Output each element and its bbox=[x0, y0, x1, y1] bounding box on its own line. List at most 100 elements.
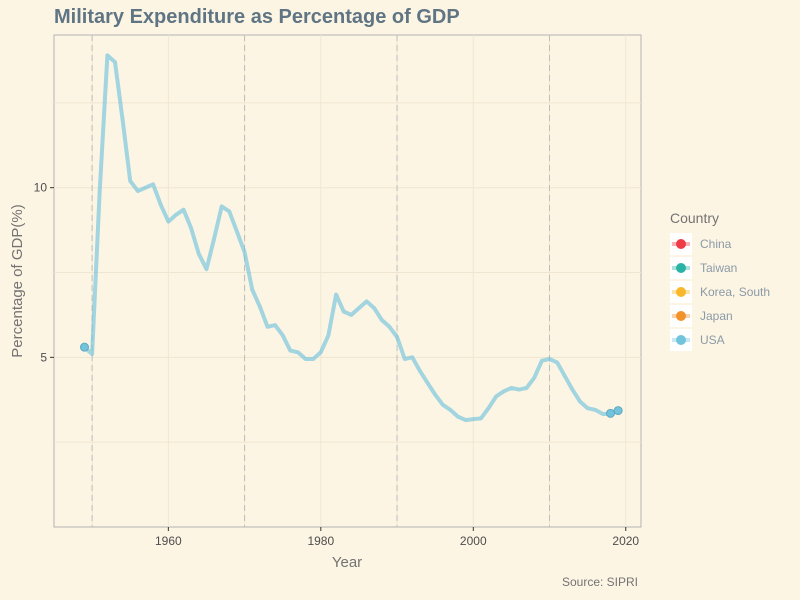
y-tick-label: 5 bbox=[40, 350, 47, 364]
data-point bbox=[448, 408, 452, 412]
data-point bbox=[471, 417, 475, 421]
data-point bbox=[273, 323, 277, 327]
legend-point-swatch bbox=[676, 263, 686, 273]
data-point bbox=[593, 408, 597, 412]
data-point bbox=[380, 318, 384, 322]
x-tick-label: 1960 bbox=[155, 534, 182, 548]
legend-point-swatch bbox=[676, 335, 686, 345]
x-tick-label: 1980 bbox=[307, 534, 334, 548]
legend-item: China bbox=[662, 232, 770, 256]
data-point bbox=[517, 388, 521, 392]
data-point bbox=[204, 267, 208, 271]
legend-key bbox=[670, 233, 692, 255]
data-point bbox=[243, 250, 247, 254]
legend-label: China bbox=[700, 237, 732, 251]
data-point bbox=[487, 406, 491, 410]
data-point bbox=[197, 252, 201, 256]
data-point bbox=[563, 374, 567, 378]
data-point bbox=[548, 357, 552, 361]
data-point bbox=[532, 376, 536, 380]
legend-label: Taiwan bbox=[700, 261, 738, 275]
data-point bbox=[98, 189, 102, 193]
data-point bbox=[326, 333, 330, 337]
data-point bbox=[372, 306, 376, 310]
data-point bbox=[426, 381, 430, 385]
data-point bbox=[212, 237, 216, 241]
data-point bbox=[128, 179, 132, 183]
data-point bbox=[311, 357, 315, 361]
data-point bbox=[349, 313, 353, 317]
data-point bbox=[90, 352, 94, 356]
data-point bbox=[555, 360, 559, 364]
data-point bbox=[418, 369, 422, 373]
data-point bbox=[365, 299, 369, 303]
data-point bbox=[570, 388, 574, 392]
data-point bbox=[159, 203, 163, 207]
x-tick-label: 2000 bbox=[460, 534, 487, 548]
data-point bbox=[387, 325, 391, 329]
data-point bbox=[456, 415, 460, 419]
data-point bbox=[342, 310, 346, 314]
data-point bbox=[113, 60, 117, 64]
data-point bbox=[525, 386, 529, 390]
data-point bbox=[250, 287, 254, 291]
data-point bbox=[166, 220, 170, 224]
data-point bbox=[189, 226, 193, 230]
data-point bbox=[509, 386, 513, 390]
legend: Country China Taiwan Korea, South Japan USA bbox=[662, 210, 770, 352]
chart-title: Military Expenditure as Percentage of GD… bbox=[54, 6, 460, 28]
data-point bbox=[258, 304, 262, 308]
legend-point-swatch bbox=[676, 239, 686, 249]
data-point bbox=[151, 182, 155, 186]
data-point bbox=[182, 208, 186, 212]
data-point bbox=[441, 403, 445, 407]
y-axis-label: Percentage of GDP(%) bbox=[9, 204, 26, 357]
legend-point-swatch bbox=[676, 287, 686, 297]
source-caption: Source: SIPRI bbox=[561, 575, 638, 589]
data-point bbox=[494, 394, 498, 398]
axes: 1960 1980 2000 2020 5 10 bbox=[34, 181, 640, 548]
data-point bbox=[586, 406, 590, 410]
data-point bbox=[357, 306, 361, 310]
legend-item: Taiwan bbox=[662, 256, 770, 280]
data-point bbox=[136, 189, 140, 193]
data-point bbox=[395, 335, 399, 339]
dashed-reference-lines bbox=[91, 35, 551, 527]
data-point bbox=[174, 213, 178, 217]
legend-point-swatch bbox=[676, 311, 686, 321]
end-point-marker bbox=[606, 408, 616, 418]
data-point bbox=[105, 53, 109, 57]
data-point bbox=[296, 350, 300, 354]
data-point bbox=[227, 209, 231, 213]
data-point bbox=[540, 359, 544, 363]
data-point bbox=[288, 349, 292, 353]
data-point bbox=[121, 118, 125, 122]
data-point bbox=[220, 204, 224, 208]
series-layer bbox=[79, 53, 623, 423]
legend-label: Korea, South bbox=[700, 285, 771, 299]
x-tick-label: 2020 bbox=[612, 534, 639, 548]
y-tick-label: 10 bbox=[34, 181, 48, 195]
data-point bbox=[410, 355, 414, 359]
legend-key bbox=[670, 281, 692, 303]
legend-label: Japan bbox=[700, 309, 733, 323]
legend-key bbox=[670, 257, 692, 279]
data-point bbox=[403, 357, 407, 361]
end-point-marker bbox=[79, 342, 89, 352]
legend-key bbox=[670, 305, 692, 327]
legend-label: USA bbox=[700, 333, 725, 347]
legend-item: Korea, South bbox=[662, 280, 770, 304]
data-point bbox=[479, 416, 483, 420]
data-point bbox=[601, 412, 605, 416]
data-point bbox=[235, 230, 239, 234]
end-point-marker bbox=[613, 406, 623, 416]
legend-title: Country bbox=[670, 210, 720, 226]
legend-item: Japan bbox=[662, 304, 770, 328]
series-line-usa bbox=[82, 53, 621, 423]
data-point bbox=[334, 293, 338, 297]
legend-item: USA bbox=[662, 328, 770, 352]
data-point bbox=[281, 333, 285, 337]
data-point bbox=[578, 399, 582, 403]
data-point bbox=[265, 325, 269, 329]
